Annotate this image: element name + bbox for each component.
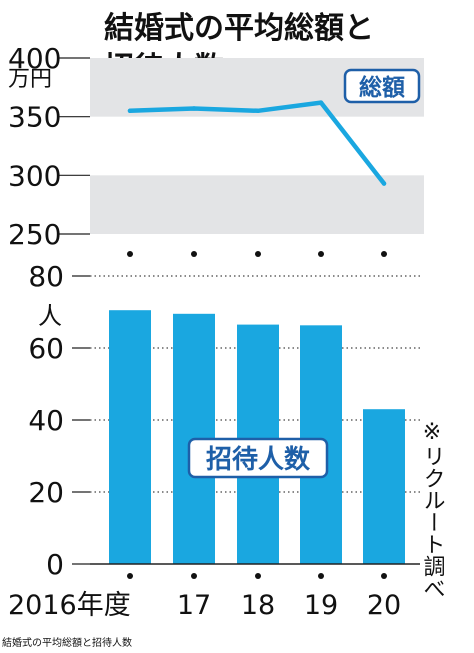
separator-dot [318, 573, 324, 579]
x-tick-label: 20 [367, 590, 401, 621]
data-point [191, 106, 197, 111]
y-tick-label: 0 [46, 548, 64, 581]
series-label-box [187, 437, 329, 479]
data-point [255, 108, 261, 114]
separator-dot [191, 573, 197, 579]
caption: 結婚式の平均総額と招待人数 [2, 638, 132, 649]
series-label: 総額 [359, 74, 405, 101]
y-tick-label: 40 [28, 404, 64, 437]
data-point [127, 108, 133, 114]
y-tick-label: 400 [8, 42, 61, 75]
separator-dot [255, 573, 261, 579]
separator-dot [318, 251, 324, 257]
separator-dot [127, 251, 133, 257]
data-point [381, 181, 387, 186]
separator-dot [381, 251, 387, 257]
y-tick-label: 350 [8, 101, 61, 134]
chart-title-line-1: 結婚式の平均総額と [104, 11, 374, 46]
x-tick-label: 18 [241, 590, 275, 621]
x-tick-label: 19 [304, 590, 338, 621]
separator-dot [381, 573, 387, 579]
y-unit-label: 万円 [8, 67, 52, 92]
y-tick-label: 20 [28, 476, 64, 509]
series-label: 招待人数 [206, 445, 311, 475]
separator-dot [127, 573, 133, 579]
x-tick-label: 17 [177, 590, 211, 621]
x-tick-label: 2016年度 [8, 590, 131, 621]
y-tick-label: 250 [8, 218, 61, 251]
background-band [90, 175, 424, 234]
y-tick-label: 80 [28, 260, 64, 293]
y-unit-label: 人 [38, 302, 62, 330]
series-label-box [343, 68, 421, 104]
separator-dot [191, 251, 197, 257]
x-axis-labels: 2016年度 17 18 19 20 [8, 590, 401, 621]
data-point [318, 100, 324, 105]
bar [109, 310, 151, 564]
y-tick-label: 60 [28, 332, 64, 365]
source-note: ※リクルート調べ [420, 420, 446, 599]
y-tick-label: 300 [8, 159, 61, 192]
bar [363, 409, 405, 564]
total-cost-line-chart: 400 350 300 250 万円 総額 [8, 42, 424, 257]
separator-dot [255, 251, 261, 257]
